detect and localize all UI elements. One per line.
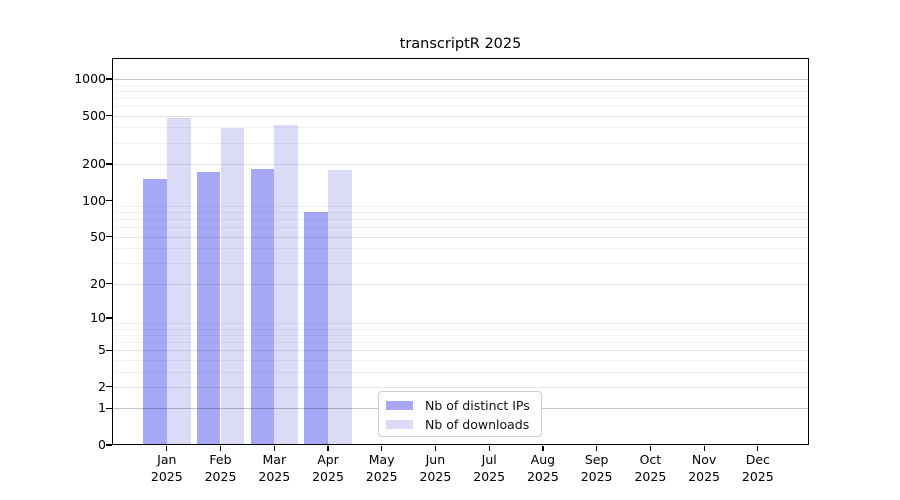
y-axis-tick-10 bbox=[106, 317, 112, 319]
y-axis-tick-50 bbox=[106, 236, 112, 238]
gridline-y-40 bbox=[113, 248, 809, 250]
y-axis-label-5: 5 bbox=[98, 342, 106, 358]
x-axis-tick-oct bbox=[649, 445, 652, 451]
legend-item-distinct-ips: Nb of distinct IPs bbox=[386, 396, 541, 415]
bar-distinct-ips-feb bbox=[196, 172, 221, 445]
y-axis-tick-1000 bbox=[106, 78, 112, 80]
x-axis-tick-apr bbox=[327, 445, 329, 451]
gridline-y-2 bbox=[113, 386, 809, 388]
gridline-y-50 bbox=[113, 236, 809, 238]
bar-downloads-mar bbox=[274, 124, 299, 445]
x-axis-label-apr: Apr 2025 bbox=[312, 452, 344, 484]
x-axis-tick-dec bbox=[757, 445, 759, 451]
x-axis-tick-sep bbox=[596, 445, 598, 451]
x-axis-tick-mar bbox=[273, 445, 275, 451]
x-axis-tick-jun bbox=[434, 445, 437, 451]
gridline-y-60 bbox=[113, 227, 809, 229]
y-axis-tick-0 bbox=[106, 444, 112, 446]
x-axis-label-dec: Dec 2025 bbox=[741, 452, 774, 484]
legend-label-downloads: Nb of downloads bbox=[425, 417, 530, 432]
gridline-y-1000 bbox=[113, 79, 809, 80]
y-axis-tick-1 bbox=[106, 407, 112, 409]
gridline-y-900 bbox=[113, 84, 809, 86]
y-axis-label-1000: 1000 bbox=[74, 71, 106, 86]
x-axis-tick-feb bbox=[219, 445, 222, 451]
gridline-y-30 bbox=[113, 263, 809, 265]
y-axis-label-200: 200 bbox=[82, 156, 106, 171]
y-axis-label-100: 100 bbox=[82, 192, 106, 208]
y-axis-label-0: 0 bbox=[98, 437, 106, 452]
y-axis-tick-20 bbox=[106, 283, 112, 285]
y-axis-label-10: 10 bbox=[90, 310, 106, 325]
gridline-y-200 bbox=[113, 164, 809, 165]
y-axis-tick-100 bbox=[106, 199, 112, 202]
y-axis-label-1: 1 bbox=[98, 400, 106, 416]
bar-downloads-jan bbox=[166, 117, 191, 445]
gridline-y-800 bbox=[113, 90, 809, 92]
bar-distinct-ips-mar bbox=[250, 168, 275, 445]
gridline-y-8 bbox=[113, 328, 809, 330]
gridline-y-3 bbox=[113, 371, 809, 373]
legend-swatch-distinct-ips-icon bbox=[386, 400, 413, 411]
gridline-y-300 bbox=[113, 142, 809, 144]
x-axis-tick-may bbox=[381, 445, 383, 451]
x-axis-label-sep: Sep 2025 bbox=[580, 452, 613, 484]
x-axis-label-oct: Oct 2025 bbox=[634, 452, 667, 484]
gridline-y-500 bbox=[113, 115, 809, 117]
y-axis-label-50: 50 bbox=[90, 228, 106, 244]
x-axis-label-aug: Aug 2025 bbox=[526, 452, 559, 484]
legend-label-distinct-ips: Nb of distinct IPs bbox=[425, 398, 530, 413]
bar-distinct-ips-apr bbox=[304, 212, 328, 445]
y-axis-label-500: 500 bbox=[82, 107, 106, 123]
gridline-y-4 bbox=[113, 359, 809, 361]
x-axis-label-jan: Jan 2025 bbox=[150, 452, 183, 484]
y-axis-label-20: 20 bbox=[90, 275, 106, 291]
bar-distinct-ips-jan bbox=[143, 178, 167, 445]
x-axis-label-nov: Nov 2025 bbox=[688, 452, 720, 484]
chart-title: transcriptR 2025 bbox=[399, 36, 522, 52]
gridline-y-9 bbox=[113, 323, 809, 324]
gridline-y-20 bbox=[113, 283, 809, 285]
x-axis-label-may: May 2025 bbox=[365, 452, 398, 484]
y-axis-tick-2 bbox=[106, 386, 112, 388]
y-axis-tick-5 bbox=[106, 349, 112, 351]
plot-area-frame bbox=[112, 58, 809, 445]
gridline-y-600 bbox=[113, 106, 809, 107]
x-axis-tick-jul bbox=[488, 445, 490, 451]
gridline-y-5 bbox=[113, 350, 809, 352]
x-axis-label-feb: Feb 2025 bbox=[204, 452, 237, 484]
x-axis-label-jun: Jun 2025 bbox=[419, 452, 452, 484]
x-axis-tick-jan bbox=[166, 445, 168, 451]
y-axis-tick-500 bbox=[106, 115, 112, 117]
gridline-y-700 bbox=[113, 97, 809, 99]
y-axis-tick-200 bbox=[106, 163, 112, 165]
gridline-y-90 bbox=[113, 206, 809, 207]
x-axis-label-mar: Mar 2025 bbox=[258, 452, 291, 484]
x-axis-tick-nov bbox=[703, 445, 705, 451]
y-axis-label-2: 2 bbox=[98, 378, 106, 394]
x-axis-tick-aug bbox=[542, 445, 544, 451]
bar-downloads-apr bbox=[328, 169, 352, 445]
gridline-y-80 bbox=[113, 212, 809, 214]
legend-item-downloads: Nb of downloads bbox=[386, 415, 541, 434]
gridline-y-70 bbox=[113, 219, 809, 221]
x-axis-label-jul: Jul 2025 bbox=[473, 452, 506, 484]
legend-swatch-downloads-icon bbox=[386, 419, 413, 430]
gridline-y-6 bbox=[113, 341, 809, 343]
gridline-y-400 bbox=[113, 127, 809, 129]
legend: Nb of distinct IPs Nb of downloads bbox=[378, 391, 542, 437]
bar-downloads-feb bbox=[220, 128, 245, 445]
gridline-y-7 bbox=[113, 334, 809, 336]
